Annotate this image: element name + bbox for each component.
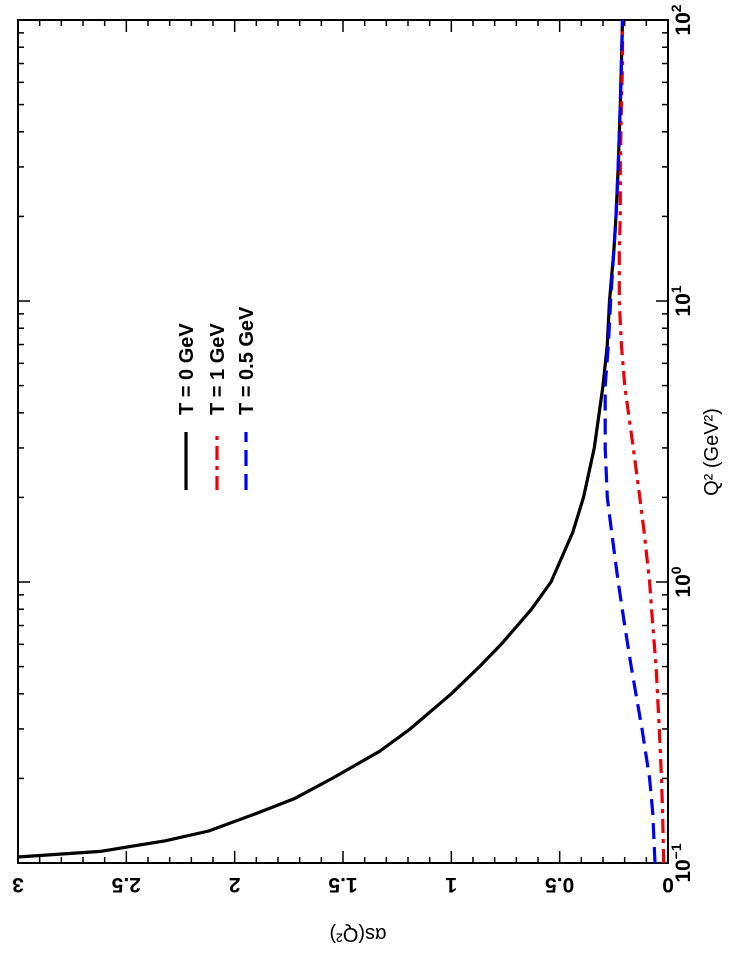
- series-line-1: [617, 20, 666, 864]
- legend-label-2: T = 0.5 GeV: [236, 306, 258, 415]
- y-tick-label: 1: [445, 873, 457, 896]
- y-tick-label: 2: [229, 873, 241, 896]
- x-tick-label: 102: [668, 4, 695, 35]
- x-tick-label: 100: [668, 566, 695, 597]
- x-tick-base: 10: [672, 293, 695, 316]
- legend: T = 0 GeV T = 1 GeV T = 0.5 GeV: [176, 306, 258, 490]
- legend-entry-2: T = 0.5 GeV: [236, 306, 258, 415]
- y-tick-label-text: 2: [229, 873, 241, 896]
- legend-entry-1: T = 1 GeV: [207, 323, 229, 415]
- y-axis-title: αs(Q²): [329, 923, 386, 945]
- x-tick-label-text: 100: [668, 566, 695, 597]
- y-tick-label-text: 0.5: [545, 873, 575, 896]
- y-tick-label-text: 0: [662, 873, 674, 896]
- x-tick-base: 10: [672, 12, 695, 35]
- x-axis-title: Q² (GeV²): [701, 408, 723, 496]
- x-tick-label-text: 10−1: [668, 843, 695, 883]
- x-tick-exponent: 1: [668, 285, 684, 293]
- y-tick-label: 2.5: [111, 873, 141, 896]
- y-tick-label: 0.5: [545, 873, 575, 896]
- legend-label-1: T = 1 GeV: [207, 323, 229, 415]
- series-layer: [17, 19, 666, 864]
- y-tick-label-text: 1.5: [328, 873, 358, 896]
- y-tick-label-text: 1: [445, 873, 457, 896]
- x-tick-label: 10−1: [668, 843, 695, 883]
- legend-label-0: T = 0 GeV: [176, 323, 198, 415]
- x-tick-label: 101: [668, 285, 695, 316]
- x-tick-label-text: 102: [668, 4, 695, 35]
- y-tick-label-text: 3: [12, 873, 24, 896]
- y-tick-label-text: 2.5: [111, 873, 141, 896]
- x-tick-exponent: 0: [668, 566, 684, 574]
- y-tick-label: 1.5: [328, 873, 358, 896]
- series-line-0: [17, 19, 625, 859]
- x-tick-label-text: 101: [668, 285, 695, 316]
- x-tick-exponent: 2: [668, 4, 684, 12]
- legend-entry-0: T = 0 GeV: [176, 323, 198, 415]
- series-line-2: [603, 19, 657, 864]
- x-tick-exponent: −1: [668, 843, 684, 859]
- plot-frame: [17, 19, 669, 864]
- y-tick-label: 3: [12, 873, 24, 896]
- x-tick-base: 10: [672, 859, 695, 882]
- x-tick-base: 10: [672, 574, 695, 597]
- y-tick-label: 0: [662, 873, 674, 896]
- tick-marks: [17, 19, 669, 864]
